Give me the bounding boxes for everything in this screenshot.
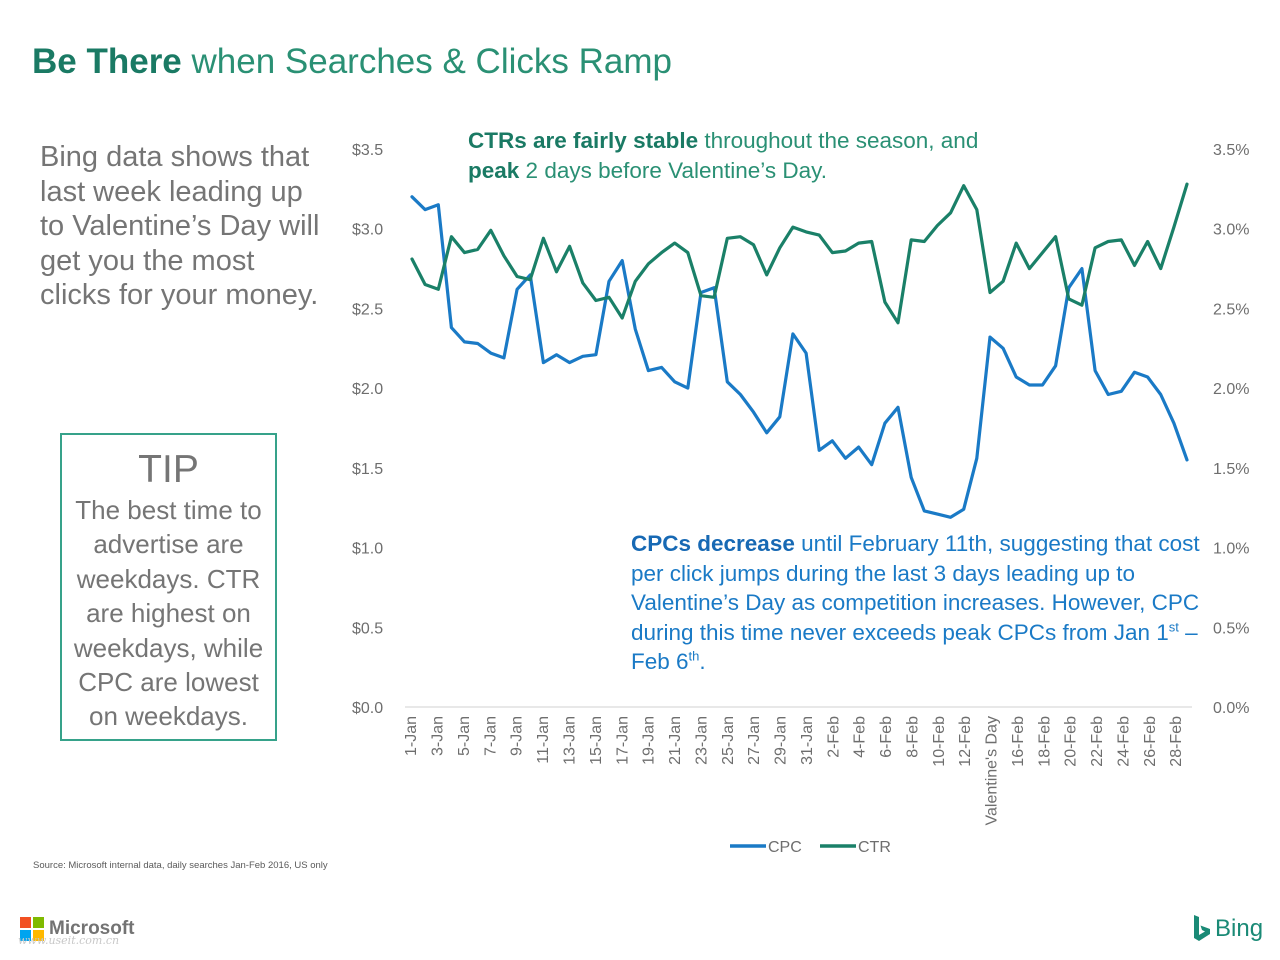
cpc-annotation-bold: CPCs decrease <box>631 531 795 556</box>
intro-text: Bing data shows that last week leading u… <box>40 141 320 311</box>
cpc-annotation-sup2: th <box>688 648 700 664</box>
x-axis-tick-label: 15-Jan <box>588 716 605 765</box>
left-axis-tick-label: $0.5 <box>352 620 383 637</box>
microsoft-logo-text: Microsoft <box>49 918 135 939</box>
bing-logo: Bing <box>1192 914 1263 944</box>
left-axis-tick-label: $3.0 <box>352 222 383 239</box>
ctr-annotation-text2: 2 days before Valentine’s Day. <box>519 157 827 183</box>
x-axis-tick-label: 17-Jan <box>614 716 631 765</box>
legend-label-ctr: CTR <box>858 839 891 856</box>
x-axis-tick-label: 10-Feb <box>931 716 948 767</box>
cpc-annotation-text1: until February 11th, suggesting that cos… <box>631 531 1200 645</box>
left-axis-tick-label: $2.0 <box>352 381 383 398</box>
x-axis-tick-label: 13-Jan <box>561 716 578 765</box>
right-axis-tick-label: 3.5% <box>1213 142 1249 159</box>
title-rest: when Searches & Clicks Ramp <box>181 42 672 81</box>
x-axis-tick-label: 20-Feb <box>1063 716 1080 767</box>
title-bold: Be There <box>32 42 182 81</box>
x-axis-tick-label: 16-Feb <box>1010 716 1027 767</box>
x-axis-tick-label: 21-Jan <box>667 716 684 765</box>
series-line-ctr <box>410 182 1189 325</box>
x-axis-tick-label: 27-Jan <box>746 716 763 765</box>
cpc-annotation-text2: – Feb 6 <box>631 619 1198 675</box>
watermark: www.useit.com.cn <box>18 934 120 947</box>
right-axis-tick-label: 1.5% <box>1213 461 1249 478</box>
cpc-annotation-text3: . <box>699 649 706 675</box>
cpc-annotation-sup1: st <box>1168 619 1179 635</box>
left-axis-tick-label: $0.0 <box>352 700 383 717</box>
tip-box: TIP The best time to advertise are weekd… <box>60 433 277 741</box>
right-axis-tick-label: 1.0% <box>1213 541 1249 558</box>
ctr-annotation-bold2: peak <box>468 157 520 183</box>
x-axis-tick-label: 25-Jan <box>720 716 737 765</box>
x-axis-tick-label: 6-Feb <box>878 716 895 758</box>
microsoft-squares-icon <box>20 917 44 941</box>
x-axis-tick-label: 8-Feb <box>904 716 921 758</box>
x-axis-tick-label: 29-Jan <box>773 716 790 765</box>
tip-heading: TIP <box>138 448 199 491</box>
x-axis-tick-label: 22-Feb <box>1089 716 1106 767</box>
legend-label-cpc: CPC <box>768 839 802 856</box>
bing-logo-text: Bing <box>1215 915 1264 942</box>
bing-b-icon <box>1194 915 1210 941</box>
x-axis-tick-label: 18-Feb <box>1036 716 1053 767</box>
right-axis-tick-label: 0.0% <box>1213 700 1249 717</box>
x-axis-tick-label: Valentine's Day <box>984 716 1001 825</box>
cpc-annotation: CPCs decrease until February 11th, sugge… <box>631 529 1201 677</box>
left-axis-tick-label: $3.5 <box>352 142 383 159</box>
left-axis-tick-label: $1.0 <box>352 541 383 558</box>
x-axis-tick-label: 7-Jan <box>482 716 499 756</box>
left-axis-tick-label: $2.5 <box>352 301 383 318</box>
microsoft-logo: Microsoft <box>20 917 135 941</box>
x-axis-tick-label: 5-Jan <box>456 716 473 756</box>
x-axis-tick-label: 19-Jan <box>641 716 658 765</box>
right-axis-tick-label: 3.0% <box>1213 222 1249 239</box>
right-axis-tick-label: 2.5% <box>1213 301 1249 318</box>
x-axis-tick-label: 24-Feb <box>1115 716 1132 767</box>
left-axis-tick-label: $1.5 <box>352 461 383 478</box>
x-axis-tick-label: 23-Jan <box>693 716 710 765</box>
x-axis-tick-label: 3-Jan <box>430 716 447 756</box>
page-title: Be There when Searches & Clicks Ramp <box>32 42 672 82</box>
x-axis-tick-label: 28-Feb <box>1168 716 1185 767</box>
ctr-annotation-bold: CTRs are fairly stable <box>468 128 699 153</box>
x-axis-tick-label: 31-Jan <box>799 716 816 765</box>
x-axis-tick-label: 11-Jan <box>535 716 552 764</box>
x-axis-tick-label: 12-Feb <box>957 716 974 767</box>
x-axis-tick-label: 9-Jan <box>509 716 526 756</box>
x-axis-tick-label: 1-Jan <box>403 716 420 756</box>
tip-body: The best time to advertise are weekdays.… <box>73 495 264 732</box>
x-axis-tick-label: 4-Feb <box>852 716 869 758</box>
series-line-cpc <box>410 195 1189 519</box>
source-note: Source: Microsoft internal data, daily s… <box>33 860 328 871</box>
right-axis-tick-label: 0.5% <box>1213 620 1249 637</box>
ctr-annotation-text1: throughout the season, and <box>698 128 979 153</box>
x-axis-tick-label: 2-Feb <box>825 716 842 758</box>
right-axis-tick-label: 2.0% <box>1213 381 1249 398</box>
x-axis-tick-label: 26-Feb <box>1142 716 1159 767</box>
ctr-annotation: CTRs are fairly stable throughout the se… <box>468 126 1028 185</box>
